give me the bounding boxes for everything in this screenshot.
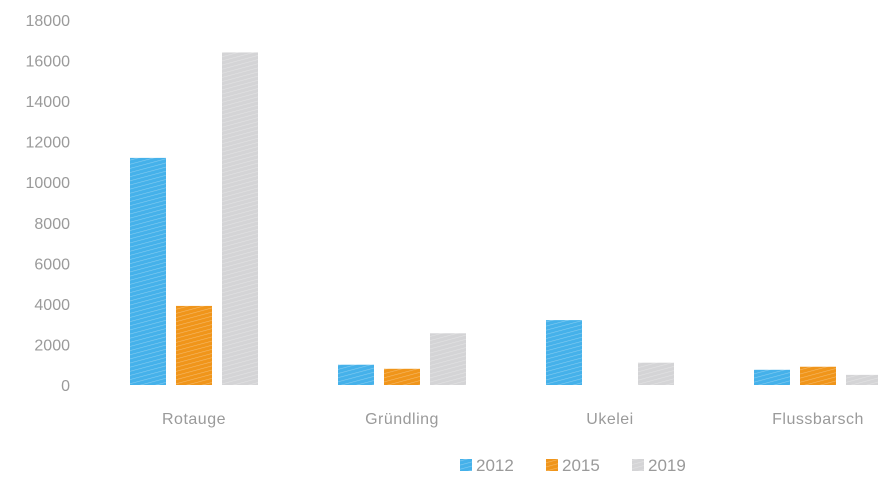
legend-label-2019: 2019 [648, 456, 686, 475]
bar-2015-Flussbarsch [800, 366, 836, 385]
bars [130, 52, 878, 385]
y-axis: 0 2000 4000 6000 8000 10000 12000 14000 16000 180… [26, 13, 71, 395]
bar-2015-Gründling [384, 368, 420, 385]
x-category-label: Ukelei [586, 411, 633, 428]
y-tick-label: 8000 [34, 216, 70, 233]
x-category-label: Rotauge [162, 411, 226, 428]
bar-2012-Flussbarsch [754, 369, 790, 385]
legend-swatch-2019 [632, 459, 644, 471]
y-tick-label: 0 [61, 378, 70, 395]
y-tick-label: 18000 [26, 13, 71, 30]
bar-2015-Rotauge [176, 305, 212, 385]
x-axis: Rotauge Gründling Ukelei Flussbarsch [162, 411, 864, 428]
y-tick-label: 12000 [26, 135, 71, 152]
legend: 2012 2015 2019 [460, 456, 686, 475]
x-category-label: Gründling [365, 411, 439, 428]
y-tick-label: 14000 [26, 94, 71, 111]
y-tick-label: 16000 [26, 54, 71, 71]
y-tick-label: 6000 [34, 256, 70, 273]
legend-label-2012: 2012 [476, 456, 514, 475]
legend-swatch-2012 [460, 459, 472, 471]
bar-2012-Ukelei [546, 320, 582, 385]
bar-2019-Gründling [430, 333, 466, 385]
legend-swatch-2015 [546, 459, 558, 471]
legend-label-2015: 2015 [562, 456, 600, 475]
y-tick-label: 2000 [34, 337, 70, 354]
bar-2012-Gründling [338, 364, 374, 385]
y-tick-label: 10000 [26, 175, 71, 192]
bar-2019-Ukelei [638, 362, 674, 385]
bar-2019-Flussbarsch [846, 374, 878, 385]
bar-2012-Rotauge [130, 157, 166, 385]
x-category-label: Flussbarsch [772, 411, 864, 428]
y-tick-label: 4000 [34, 297, 70, 314]
bar-2019-Rotauge [222, 52, 258, 385]
